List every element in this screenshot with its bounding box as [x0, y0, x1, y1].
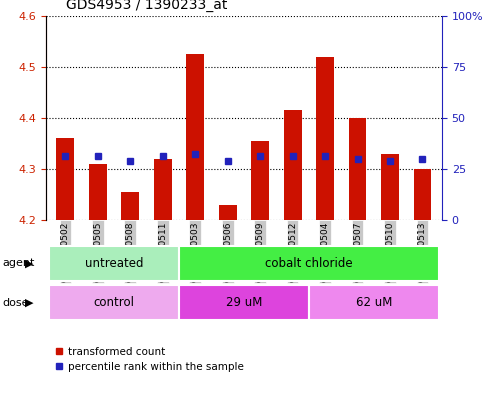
Text: control: control: [94, 296, 135, 309]
Bar: [57, 138, 74, 220]
Bar: [413, 169, 431, 220]
Text: ▶: ▶: [25, 298, 34, 308]
Bar: [179, 285, 309, 320]
Text: GDS4953 / 1390233_at: GDS4953 / 1390233_at: [66, 0, 227, 12]
Text: cobalt chloride: cobalt chloride: [265, 257, 353, 270]
Text: 62 uM: 62 uM: [355, 296, 392, 309]
Bar: [89, 164, 107, 220]
Bar: [284, 110, 301, 220]
Bar: [186, 54, 204, 220]
Bar: [219, 205, 237, 220]
Text: dose: dose: [2, 298, 29, 308]
Bar: [381, 154, 399, 220]
Bar: [179, 246, 439, 281]
Text: ▶: ▶: [25, 258, 34, 268]
Text: agent: agent: [2, 258, 35, 268]
Bar: [121, 192, 139, 220]
Bar: [251, 141, 269, 220]
Bar: [49, 246, 179, 281]
Bar: [316, 57, 334, 220]
Bar: [309, 285, 439, 320]
Text: untreated: untreated: [85, 257, 143, 270]
Bar: [49, 285, 179, 320]
Legend: transformed count, percentile rank within the sample: transformed count, percentile rank withi…: [51, 342, 248, 376]
Bar: [154, 159, 171, 220]
Text: 29 uM: 29 uM: [226, 296, 262, 309]
Bar: [349, 118, 367, 220]
